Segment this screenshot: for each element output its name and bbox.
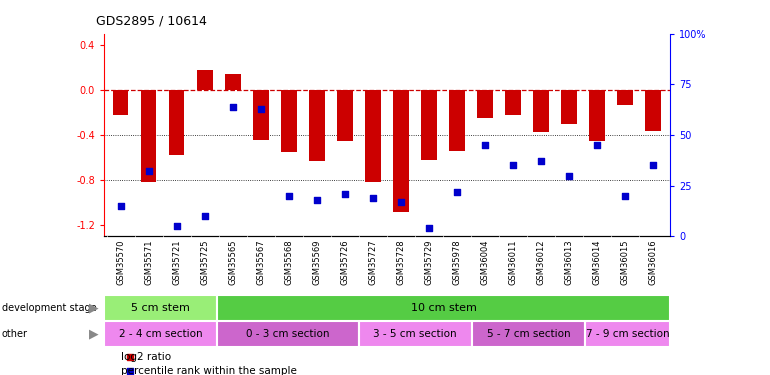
Point <box>199 213 211 219</box>
Bar <box>104 321 217 347</box>
Bar <box>393 90 409 212</box>
Bar <box>561 90 577 124</box>
Text: GSM36011: GSM36011 <box>508 239 517 285</box>
Bar <box>477 90 493 118</box>
Bar <box>365 90 380 182</box>
Text: GSM35725: GSM35725 <box>200 239 209 285</box>
Text: 0 - 3 cm section: 0 - 3 cm section <box>246 329 330 339</box>
Text: percentile rank within the sample: percentile rank within the sample <box>121 366 296 375</box>
Text: log2 ratio: log2 ratio <box>121 352 171 362</box>
Text: GSM35569: GSM35569 <box>313 239 321 285</box>
Text: GSM35978: GSM35978 <box>453 239 461 285</box>
Point <box>283 193 295 199</box>
Point <box>395 199 407 205</box>
Bar <box>505 90 521 115</box>
Text: other: other <box>2 329 28 339</box>
Text: GSM35565: GSM35565 <box>229 239 237 285</box>
Bar <box>113 90 129 115</box>
Point <box>591 142 603 148</box>
Text: 3 - 5 cm section: 3 - 5 cm section <box>373 329 457 339</box>
Point <box>124 368 136 374</box>
Point <box>171 223 183 229</box>
Bar <box>217 321 359 347</box>
Text: ▶: ▶ <box>89 328 99 340</box>
Bar <box>104 295 217 321</box>
Point <box>619 193 631 199</box>
Point <box>124 354 136 360</box>
Point <box>226 104 239 110</box>
Bar <box>141 90 156 182</box>
Point <box>339 191 351 197</box>
Bar <box>281 90 296 152</box>
Bar <box>359 321 472 347</box>
Text: GSM35568: GSM35568 <box>284 239 293 285</box>
Bar <box>589 90 604 141</box>
Point <box>115 203 127 209</box>
Text: GSM35721: GSM35721 <box>172 239 181 285</box>
Bar <box>217 295 670 321</box>
Text: GSM35728: GSM35728 <box>397 239 406 285</box>
Bar <box>534 90 549 132</box>
Text: 7 - 9 cm section: 7 - 9 cm section <box>586 329 669 339</box>
Text: development stage: development stage <box>2 303 96 313</box>
Text: 5 - 7 cm section: 5 - 7 cm section <box>487 329 571 339</box>
Bar <box>472 321 585 347</box>
Bar <box>645 90 661 130</box>
Point <box>563 172 575 178</box>
Bar <box>169 90 185 155</box>
Text: GSM36013: GSM36013 <box>564 239 574 285</box>
Text: GSM35571: GSM35571 <box>144 239 153 285</box>
Text: GSM35726: GSM35726 <box>340 239 350 285</box>
Point <box>423 225 435 231</box>
Text: ▶: ▶ <box>89 302 99 314</box>
Text: GSM36012: GSM36012 <box>537 239 545 285</box>
Text: 10 cm stem: 10 cm stem <box>410 303 477 313</box>
Text: 2 - 4 cm section: 2 - 4 cm section <box>119 329 203 339</box>
Bar <box>310 90 325 161</box>
Text: GSM36014: GSM36014 <box>593 239 601 285</box>
Bar <box>618 90 633 105</box>
Text: 5 cm stem: 5 cm stem <box>131 303 190 313</box>
Text: GSM36016: GSM36016 <box>648 239 658 285</box>
Text: GSM35729: GSM35729 <box>424 239 434 285</box>
Text: GSM35727: GSM35727 <box>368 239 377 285</box>
Text: GSM36015: GSM36015 <box>621 239 630 285</box>
Bar <box>337 90 353 141</box>
Point <box>142 168 155 174</box>
Bar <box>449 90 464 151</box>
Point <box>535 158 547 164</box>
Point <box>255 106 267 112</box>
Point <box>647 162 659 168</box>
Bar <box>253 90 269 140</box>
Point <box>450 189 463 195</box>
Bar <box>197 70 213 90</box>
Point <box>507 162 519 168</box>
Text: GSM36004: GSM36004 <box>480 239 490 285</box>
Point <box>479 142 491 148</box>
Bar <box>421 90 437 160</box>
Point <box>367 195 379 201</box>
Bar <box>225 74 240 90</box>
Text: GSM35567: GSM35567 <box>256 239 266 285</box>
Bar <box>585 321 670 347</box>
Point <box>311 197 323 203</box>
Text: GSM35570: GSM35570 <box>116 239 126 285</box>
Text: GDS2895 / 10614: GDS2895 / 10614 <box>96 15 207 28</box>
